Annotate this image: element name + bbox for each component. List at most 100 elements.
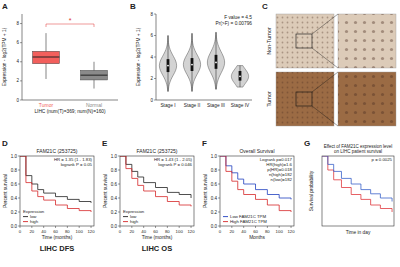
axes: 0.00.20.40.60.81.0020406080100120Time (m… xyxy=(102,139,195,240)
legend-label: high xyxy=(130,219,139,224)
violin xyxy=(159,36,176,92)
iqr-box xyxy=(215,55,218,69)
title: FAM21C (253725) xyxy=(37,148,78,154)
axis-label: Months xyxy=(249,235,265,240)
tick-label: 60 xyxy=(53,229,58,234)
tick xyxy=(18,156,20,157)
tick xyxy=(20,42,22,43)
tick-label: 0 xyxy=(219,229,222,234)
tick-label: 60 xyxy=(153,229,158,234)
ihc-inset xyxy=(338,72,396,126)
axis-label: Survival probability xyxy=(309,170,314,211)
tick xyxy=(154,14,156,15)
median xyxy=(167,65,169,67)
axis-label: Time (months) xyxy=(142,235,173,240)
tick-label: 0 xyxy=(119,229,122,234)
tick xyxy=(218,156,220,157)
tick xyxy=(118,198,120,199)
legend-swatch xyxy=(123,216,128,217)
tick xyxy=(18,198,20,199)
annotation: * xyxy=(69,17,72,24)
tick-label: 0.4 xyxy=(211,196,218,201)
axes: 0.00.20.40.60.81.0020406080100120MonthsP… xyxy=(202,139,295,240)
tick-label: 0.6 xyxy=(11,182,18,187)
zoom-box xyxy=(296,92,312,106)
tick-label: 0.6 xyxy=(111,182,118,187)
tick xyxy=(118,226,120,227)
row-label: Non-Tumor xyxy=(266,27,272,55)
tick xyxy=(20,100,22,101)
marks xyxy=(322,156,392,212)
subtitle: LIHC OS xyxy=(142,244,172,253)
whisker xyxy=(216,32,217,89)
tick-label: 1.0 xyxy=(11,154,18,159)
tick-label: 20 xyxy=(229,229,234,234)
tick-label: 6 xyxy=(16,40,19,45)
tick-label: 100 xyxy=(276,229,284,234)
tick-label: 2 xyxy=(150,76,153,81)
marks xyxy=(33,33,108,88)
panel-letter: A xyxy=(2,2,8,11)
axes: 02468Expression - log2(TPM + 1)B xyxy=(130,2,252,103)
tick-label: 60 xyxy=(253,229,258,234)
panel-letter: C xyxy=(262,2,268,11)
tick xyxy=(218,212,220,213)
legend: Expressionlowhigh xyxy=(23,209,45,224)
tick-label: 100 xyxy=(76,229,84,234)
ihc-texture xyxy=(276,14,334,68)
median xyxy=(191,64,193,66)
whisker xyxy=(192,33,193,91)
tick xyxy=(154,57,156,58)
ihc-texture xyxy=(338,14,396,68)
frame xyxy=(120,156,194,226)
y-axis xyxy=(22,14,23,100)
tick-label: 4 xyxy=(150,55,153,60)
tick xyxy=(18,184,20,185)
tick-label: 0.8 xyxy=(211,168,218,173)
tick-label: 0.2 xyxy=(211,210,218,215)
tick xyxy=(20,23,22,24)
legend: Expressionlowhigh xyxy=(123,209,145,224)
legend: Low FAM21C TPMHigh FAM21C TPM xyxy=(223,214,267,224)
tick-label: 120 xyxy=(287,229,295,234)
axes: 02468LIHC (num(T)=369; num(N)=160)Expres… xyxy=(2,2,118,114)
tick-label: 4 xyxy=(16,59,19,64)
tick xyxy=(18,212,20,213)
tick-label: 0.4 xyxy=(111,196,118,201)
category-label: Stage IV xyxy=(231,103,250,108)
tick-label: 0.2 xyxy=(111,210,118,215)
title-line: FAM21C (253725) xyxy=(37,148,78,154)
legend-label: high xyxy=(30,219,39,224)
tick xyxy=(18,170,20,171)
tick-label: 1.0 xyxy=(111,154,118,159)
tick-label: 6 xyxy=(150,33,153,38)
tick xyxy=(154,78,156,79)
tick xyxy=(154,35,156,36)
tick xyxy=(218,198,220,199)
tick-label: 0.8 xyxy=(111,168,118,173)
ihc-image xyxy=(276,14,334,68)
annotation: n(low)=182 xyxy=(271,177,293,182)
axis-label: LIHC (num(T)=369; num(N)=160) xyxy=(34,109,106,114)
tick-label: 0.6 xyxy=(211,182,218,187)
annotation: p = 0.0025 xyxy=(372,157,393,162)
tick-label: 20 xyxy=(29,229,34,234)
title: FAM21C (253725) xyxy=(137,148,178,154)
axis-label: Percent survival xyxy=(203,174,208,208)
bracket xyxy=(46,24,94,27)
tick-label: 0.2 xyxy=(11,210,18,215)
panel-letter: D xyxy=(2,139,8,148)
survival-curve xyxy=(322,156,392,212)
ihc-image xyxy=(276,72,334,126)
tick-label: 40 xyxy=(241,229,246,234)
legend-swatch xyxy=(123,221,128,222)
title: Effect of FAM21C expression levelon LIHC… xyxy=(324,144,393,154)
category-label: Normal xyxy=(86,102,102,108)
tick-label: 20 xyxy=(129,229,134,234)
panel-letter: G xyxy=(304,139,310,148)
zoom-line xyxy=(312,106,338,126)
annotation: Pr(>F) = 0.00796 xyxy=(215,21,252,26)
subtitle: LIHC DFS xyxy=(40,244,75,253)
frame xyxy=(220,156,294,226)
tick-label: 8 xyxy=(16,21,19,26)
